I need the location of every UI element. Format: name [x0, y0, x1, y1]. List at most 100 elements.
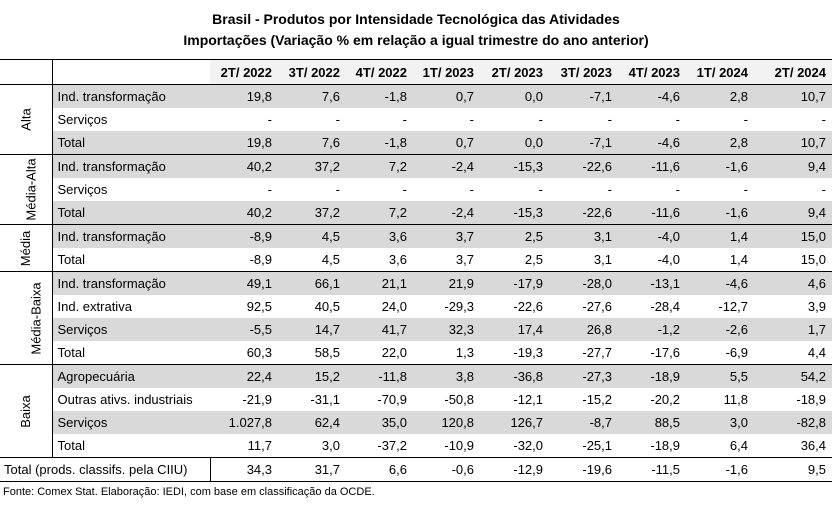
value-cell: 60,3 — [246, 345, 272, 360]
table-row: Média-Baixa Ind. transformação 49,1 66,1 21,… — [0, 271, 832, 365]
value-cell: 7,6 — [278, 131, 346, 155]
value-cell: -20,2 — [650, 392, 680, 407]
value-cell: 19,8 — [210, 131, 278, 155]
value-cell: -11,6 — [618, 201, 686, 225]
row-label: Serviços — [57, 182, 108, 197]
value-cell: 32,3 — [413, 318, 480, 341]
value-cell: -4,6 — [686, 271, 754, 295]
value-cell: -11,8 — [346, 364, 413, 388]
row-label: Ind. transformação — [52, 224, 210, 248]
value-cell: -17,6 — [650, 345, 680, 360]
value-cell: 4,5 — [321, 252, 340, 267]
table-body: Alta Ind. transformação 19,8 7,6 -1,8 0,7 0,0-… — [0, 84, 832, 482]
value-cell: 41,7 — [346, 318, 413, 341]
value-cell: -82,8 — [754, 411, 832, 434]
value-cell: 4,4 — [807, 345, 826, 360]
row-label: Ind. extrativa — [57, 299, 132, 314]
value-cell: -11,6 — [618, 154, 686, 178]
column-header: 3T/ 2022 — [278, 59, 346, 85]
group-label: Média-Baixa — [28, 281, 44, 355]
table-title-line-1: Brasil - Produtos por Intensidade Tecnol… — [212, 11, 620, 27]
value-cell: -18,9 — [650, 438, 680, 453]
value-cell: - — [675, 182, 680, 197]
value-cell: -27,7 — [582, 345, 612, 360]
value-cell: - — [821, 112, 826, 127]
value-cell: 3,0 — [686, 411, 754, 434]
table-title-line-2: Importações (Variação % em relação a igu… — [183, 32, 649, 48]
value-cell: 3,6 — [346, 224, 413, 248]
table-row: Média Ind. transformação -8,9 4,5 3,6 3,7 2,5 3… — [0, 224, 832, 272]
value-cell: - — [607, 182, 612, 197]
value-cell: -17,9 — [480, 271, 549, 295]
value-cell: 3,1 — [549, 224, 618, 248]
value-cell: 3,7 — [413, 224, 480, 248]
value-cell: 3,7 — [455, 252, 474, 267]
value-cell: -2,6 — [686, 318, 754, 341]
table-row: Total 60,3 58,5 22,0 1,3 -19,3 -27,7 -17,6 -6,9 4… — [0, 341, 832, 365]
value-cell: -4,0 — [657, 252, 680, 267]
row-label: Ind. transformação — [52, 271, 210, 295]
value-cell: 40,2 — [210, 201, 278, 225]
value-cell: 120,8 — [413, 411, 480, 434]
grand-total-value: -11,5 — [618, 457, 686, 482]
grand-total-value: -19,6 — [549, 457, 618, 482]
group-label: Alta — [18, 108, 34, 131]
group-label: Baixa — [18, 394, 34, 428]
grand-total-label: Total (prods. classifs. pela CIIU) — [0, 457, 211, 482]
value-cell: - — [743, 182, 748, 197]
grand-total-value: -0,6 — [413, 457, 480, 482]
value-cell: -10,9 — [444, 438, 474, 453]
source-note: Fonte: Comex Stat. Elaboração: IEDI, com… — [3, 486, 375, 498]
value-cell: 1.027,8 — [210, 411, 278, 434]
value-cell: - — [402, 112, 407, 127]
value-cell: 36,4 — [800, 438, 826, 453]
value-cell: 2,8 — [686, 131, 754, 155]
value-cell: -7,1 — [549, 84, 618, 108]
column-header: 4T/ 2022 — [346, 59, 413, 85]
value-cell: -2,4 — [413, 154, 480, 178]
table-row: Serviços -5,5 14,7 41,7 32,3 17,4 26,8 -1,2 -2,6… — [0, 318, 832, 341]
column-header: 1T/ 2024 — [686, 59, 754, 85]
value-cell: 17,4 — [480, 318, 549, 341]
value-cell: - — [335, 182, 340, 197]
value-cell: -21,9 — [242, 392, 272, 407]
value-cell: - — [469, 112, 474, 127]
value-cell: 0,0 — [480, 131, 549, 155]
value-cell: 62,4 — [278, 411, 346, 434]
value-cell: 10,7 — [754, 84, 832, 108]
row-label: Total — [57, 252, 85, 267]
value-cell: 3,1 — [593, 252, 612, 267]
value-cell: 9,4 — [754, 154, 832, 178]
value-cell: 0,0 — [480, 84, 549, 108]
value-cell: - — [267, 182, 272, 197]
value-cell: 4,6 — [754, 271, 832, 295]
value-cell: -6,9 — [725, 345, 748, 360]
value-cell: -4,6 — [618, 131, 686, 155]
table-row: Total 40,2 37,2 7,2 -2,4 -15,3 -22,6 -11,6 -1,6 9… — [0, 201, 832, 225]
value-cell: -27,6 — [582, 299, 612, 314]
table-row: Alta Ind. transformação 19,8 7,6 -1,8 0,7 0,0-… — [0, 84, 832, 155]
value-cell: -15,2 — [582, 392, 612, 407]
value-cell: -12,7 — [718, 299, 748, 314]
table-row: Serviços - - - - - - - - - — [0, 178, 832, 201]
value-cell: -22,6 — [513, 299, 543, 314]
value-cell: - — [335, 112, 340, 127]
value-cell: 92,5 — [246, 299, 272, 314]
value-cell: - — [469, 182, 474, 197]
value-cell: - — [538, 112, 543, 127]
value-cell: 6,4 — [729, 438, 748, 453]
value-cell: -8,7 — [549, 411, 618, 434]
grand-total-row: Total (prods. classifs. pela CIIU) 34,3 31… — [0, 457, 832, 482]
grand-total-value: -1,6 — [686, 457, 754, 482]
value-cell: -22,6 — [549, 154, 618, 178]
value-cell: 1,7 — [754, 318, 832, 341]
value-cell: 66,1 — [278, 271, 346, 295]
value-cell: - — [267, 112, 272, 127]
value-cell: 2,5 — [524, 252, 543, 267]
value-cell: - — [538, 182, 543, 197]
column-header: 2T/ 2024 — [754, 59, 832, 85]
value-cell: 5,5 — [686, 364, 754, 388]
value-cell: 1,3 — [455, 345, 474, 360]
value-cell: 1,4 — [686, 224, 754, 248]
value-cell: -22,6 — [549, 201, 618, 225]
